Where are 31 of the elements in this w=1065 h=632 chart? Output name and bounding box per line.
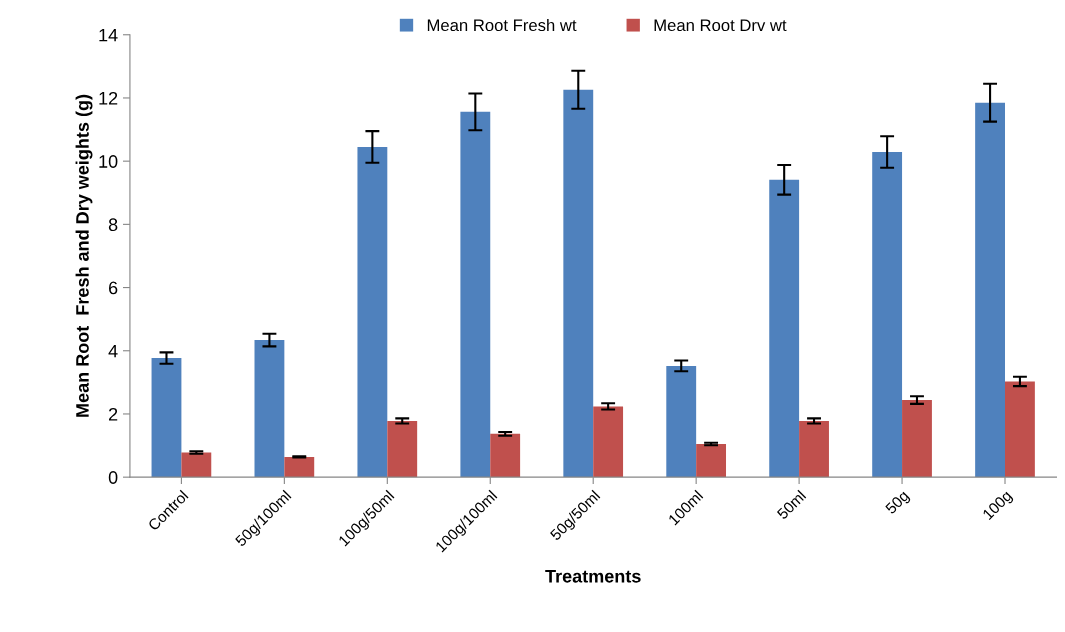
y-tick-label: 10 xyxy=(99,155,118,168)
bar xyxy=(563,89,594,478)
bar xyxy=(872,152,903,478)
bar xyxy=(902,400,932,478)
bar xyxy=(284,456,315,478)
bar xyxy=(254,340,285,478)
legend-label: Mean Root Drv wt xyxy=(654,19,787,32)
bar xyxy=(387,420,418,478)
y-tick-label: 2 xyxy=(108,407,118,421)
y-tick-label: 14 xyxy=(99,28,118,42)
bar xyxy=(490,433,521,478)
y-tick-label: 12 xyxy=(99,91,118,105)
y-tick-label: 0 xyxy=(108,471,118,484)
y-tick-label: 6 xyxy=(109,281,118,295)
bar xyxy=(696,443,727,478)
y-tick-label: 4 xyxy=(108,344,118,358)
bar xyxy=(799,420,829,478)
bar xyxy=(769,179,800,478)
bar xyxy=(357,146,388,478)
bar xyxy=(151,358,182,478)
bar xyxy=(1005,381,1035,478)
bar xyxy=(460,111,491,478)
y-axis-title: Mean Root Fresh and Dry weights (g) xyxy=(75,94,93,417)
y-tick-label: 8 xyxy=(108,218,118,232)
bar xyxy=(181,452,212,478)
bar xyxy=(593,406,624,478)
x-axis-title: Treatments xyxy=(545,570,641,583)
bar xyxy=(975,102,1005,478)
bar xyxy=(666,365,697,478)
legend-label: Mean Root Fresh wt xyxy=(427,18,577,32)
x-tick-label: 50g xyxy=(884,489,912,517)
